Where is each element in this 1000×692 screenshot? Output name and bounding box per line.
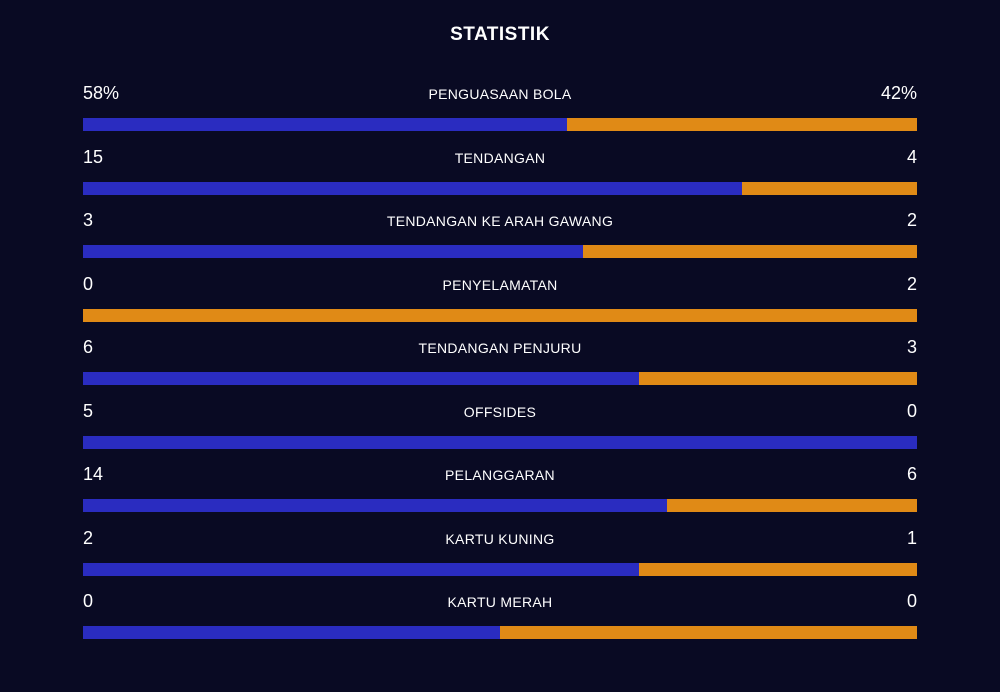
stat-row: 6 TENDANGAN PENJURU 3	[83, 334, 917, 398]
away-bar-segment	[639, 372, 917, 385]
away-bar-segment	[500, 626, 917, 639]
away-bar-segment	[83, 308, 917, 322]
home-value: 6	[83, 337, 94, 357]
home-value: 0	[83, 591, 94, 611]
away-value: 6	[906, 464, 917, 484]
away-value: 1	[906, 527, 917, 548]
away-bar-segment	[583, 245, 917, 258]
stat-row: 3 TENDANGAN KE ARAH GAWANG 2	[83, 207, 917, 271]
away-value: 3	[906, 337, 917, 357]
home-value: 58%	[83, 83, 120, 103]
home-bar-segment	[83, 245, 584, 258]
comparison-bar	[83, 245, 917, 258]
home-bar-segment	[83, 372, 640, 385]
stat-row: 5 OFFSIDES 0	[83, 398, 917, 462]
stats-title: STATISTIK	[450, 24, 550, 45]
home-bar-segment	[83, 435, 917, 449]
stat-label: PENYELAMATAN	[442, 276, 558, 293]
home-bar-segment	[83, 499, 667, 512]
home-value: 5	[83, 400, 94, 421]
stat-label: KARTU MERAH	[447, 594, 553, 610]
home-value: 3	[83, 210, 94, 230]
stat-row: 14 PELANGGARAN 6	[83, 461, 917, 525]
away-bar-segment	[566, 118, 917, 131]
away-bar-segment	[639, 562, 917, 576]
away-value: 4	[906, 146, 917, 167]
away-value: 42%	[880, 83, 917, 103]
stats-list: 58% PENGUASAAN BOLA 42% 15 TENDANGAN 4 3…	[83, 80, 917, 652]
away-value: 2	[906, 210, 917, 230]
home-bar-segment	[83, 562, 640, 576]
home-value: 14	[83, 464, 104, 484]
home-value: 2	[83, 527, 94, 548]
comparison-bar	[83, 499, 917, 512]
stat-label: TENDANGAN	[454, 149, 546, 166]
comparison-bar	[83, 118, 917, 131]
comparison-bar	[83, 372, 917, 385]
stat-label: TENDANGAN KE ARAH GAWANG	[386, 213, 614, 229]
stat-row: 0 KARTU MERAH 0	[83, 588, 917, 652]
comparison-bar	[83, 435, 917, 449]
stat-label: OFFSIDES	[463, 403, 537, 420]
comparison-bar	[83, 181, 917, 195]
stat-label: PELANGGARAN	[445, 467, 555, 483]
away-bar-segment	[741, 181, 917, 195]
stat-row: 2 KARTU KUNING 1	[83, 525, 917, 589]
stat-label: PENGUASAAN BOLA	[428, 86, 572, 102]
stat-label: TENDANGAN PENJURU	[418, 340, 582, 356]
home-bar-segment	[83, 181, 742, 195]
comparison-bar	[83, 562, 917, 576]
home-value: 15	[83, 146, 104, 167]
away-value: 2	[906, 273, 917, 294]
home-bar-segment	[83, 626, 500, 639]
away-value: 0	[906, 591, 917, 611]
stat-row: 15 TENDANGAN 4	[83, 144, 917, 208]
comparison-bar	[83, 626, 917, 639]
away-bar-segment	[666, 499, 917, 512]
home-value: 0	[83, 273, 94, 294]
stat-row: 0 PENYELAMATAN 2	[83, 271, 917, 335]
stat-row: 58% PENGUASAAN BOLA 42%	[83, 80, 917, 144]
comparison-bar	[83, 308, 917, 322]
stat-label: KARTU KUNING	[445, 530, 555, 547]
away-value: 0	[906, 400, 917, 421]
home-bar-segment	[83, 118, 567, 131]
